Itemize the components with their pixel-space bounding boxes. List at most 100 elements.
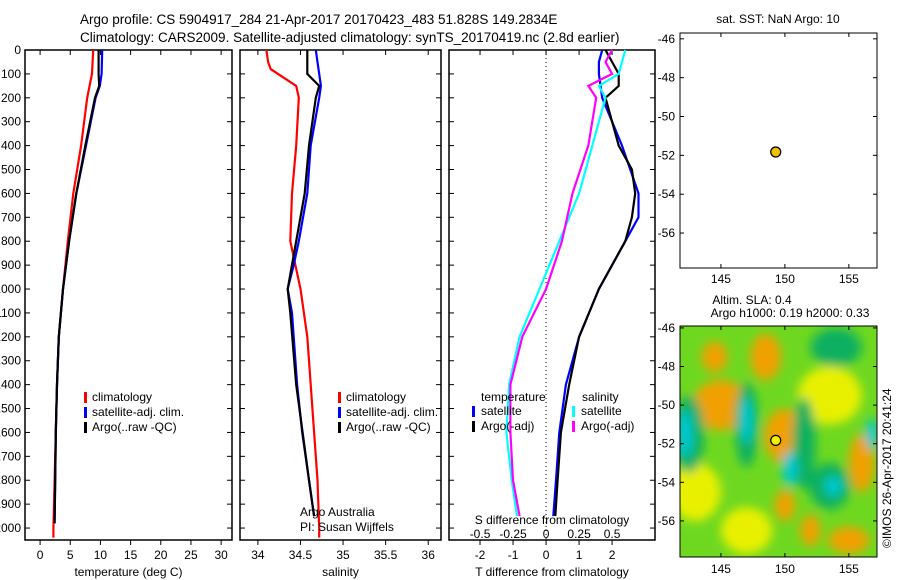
lat-tick-label: -54	[658, 187, 676, 201]
figure-title-line2: Climatology: CARS2009. Satellite-adjuste…	[80, 30, 620, 45]
heatmap-cell-high	[828, 526, 870, 554]
y-tick-label: 1700	[0, 449, 21, 463]
legend-label: satellite-adj. clim.	[346, 405, 438, 419]
legend-label: satellite-adj. clim.	[92, 405, 184, 419]
series-argo-raw-qc--line	[53, 50, 101, 524]
y-tick-label: 1400	[0, 378, 21, 392]
lon-tick-label: 145	[711, 562, 731, 576]
plot-frame	[24, 49, 233, 541]
x2-tick-label: 0	[543, 527, 550, 541]
sla-map-subtitle: Argo h1000: 0.19 h2000: 0.33	[711, 306, 870, 320]
series-satellite-line	[505, 49, 627, 517]
sst-map-title: sat. SST: NaN Argo: 10	[716, 12, 840, 26]
x-tick-label: 25	[184, 548, 198, 562]
x2-tick-label: -0.5	[470, 527, 491, 541]
x-tick-label: 20	[154, 548, 168, 562]
y-tick-label: 800	[1, 234, 21, 248]
x-tick-label: 35	[336, 548, 350, 562]
lat-tick-label: -56	[658, 226, 676, 240]
x-tick-label: 0	[543, 548, 550, 562]
x-tick-label: -1	[508, 548, 519, 562]
lat-tick-label: -54	[658, 475, 676, 489]
legend-swatch	[572, 421, 575, 432]
x-axis-label: T difference from climatology	[475, 565, 629, 579]
series-argo-adj--line	[509, 49, 614, 517]
sla-map: 145 150 155 -46 -48 -50 -52 -54 -56	[658, 321, 878, 576]
lon-tick-label: 150	[775, 562, 795, 576]
x-axis-label: temperature (deg C)	[74, 565, 182, 579]
legend-swatch	[472, 406, 475, 417]
figure-title-line1: Argo profile: CS 5904917_284 21-Apr-2017…	[80, 12, 557, 27]
imos-watermark: ©IMOS 26-Apr-2017 20:41:24	[880, 388, 894, 548]
y-tick-label: 2000	[0, 521, 21, 535]
lat-tick-label: -48	[658, 360, 676, 374]
legend-label: Argo(-adj)	[481, 419, 534, 433]
legend-label: climatology	[92, 390, 152, 404]
plot-frame	[448, 49, 656, 541]
x-tick-label: 30	[214, 548, 228, 562]
y-tick-label: 1600	[0, 425, 21, 439]
x-tick-label: 5	[67, 548, 74, 562]
plot-frame	[239, 49, 442, 541]
heatmap-cell-high	[774, 490, 796, 521]
y-tick-label: 1100	[0, 306, 21, 320]
y-tick-label: 700	[1, 210, 21, 224]
lat-tick-label: -46	[658, 321, 676, 335]
x-tick-label: 1	[576, 548, 583, 562]
y-tick-label: 1500	[0, 402, 21, 416]
lat-tick-label: -50	[658, 110, 676, 124]
credit-line2: PI: Susan Wijffels	[300, 520, 394, 534]
lat-tick-label: -46	[658, 32, 676, 46]
argo-float-position-marker	[770, 146, 782, 158]
y-tick-label: 1000	[0, 282, 21, 296]
x-tick-label: 36	[422, 548, 436, 562]
y-tick-label: 100	[1, 67, 21, 81]
difference-panel: -2 -1 0 1 2 T difference from climatology -0.5…	[448, 49, 656, 579]
legend-label: satellite	[581, 404, 622, 418]
lat-tick-label: -48	[658, 71, 676, 85]
lon-tick-label: 155	[839, 272, 859, 286]
legend-swatch	[572, 406, 575, 417]
x-tick-label: 34.5	[289, 548, 313, 562]
heatmap-cell-low	[740, 397, 753, 444]
legend-swatch	[84, 392, 87, 403]
legend-swatch	[84, 422, 87, 433]
y-tick-label: 1300	[0, 354, 21, 368]
legend-header: temperature	[481, 390, 546, 404]
legend-swatch	[338, 422, 341, 433]
x-tick-label: 10	[94, 548, 108, 562]
legend-header: salinity	[582, 390, 619, 404]
y-tick-label: 0	[14, 43, 21, 57]
legend-swatch	[84, 407, 87, 418]
y-tick-label: 1200	[0, 330, 21, 344]
sst-map: 145 150 155 -46 -48 -50 -52 -54 -56	[658, 32, 878, 286]
heatmap-cell-low	[782, 451, 798, 487]
lon-tick-label: 155	[839, 562, 859, 576]
x-axis-label: salinity	[322, 565, 359, 579]
heatmap-cell-high	[692, 380, 750, 431]
heatmap-cell-high	[848, 434, 875, 492]
series-satellite-line	[552, 49, 640, 517]
heatmap-cell-mid	[797, 366, 862, 425]
legend-label: climatology	[346, 390, 406, 404]
y-tick-label: 1900	[0, 497, 21, 511]
map-frame	[679, 325, 878, 558]
sla-map-title: Altim. SLA: 0.4	[712, 293, 792, 307]
lat-tick-label: -52	[658, 437, 676, 451]
temperature-panel: 0100200300400500600700800900100011001200…	[0, 43, 233, 579]
y-tick-label: 300	[1, 115, 21, 129]
lat-tick-label: -52	[658, 148, 676, 162]
legend-swatch	[338, 392, 341, 403]
heatmap-cell-low	[865, 418, 877, 450]
y-tick-label: 1800	[0, 473, 21, 487]
series-argo-adj--line	[554, 49, 637, 517]
series-argo-raw-qc--line	[286, 50, 321, 517]
x-tick-label: 34	[251, 548, 265, 562]
heatmap-cell-high	[800, 515, 821, 546]
legend-label: satellite	[481, 404, 522, 418]
lon-tick-label: 150	[775, 272, 795, 286]
legend-label: Argo(-adj)	[581, 419, 634, 433]
legend-label: Argo(..raw -QC)	[346, 420, 431, 434]
x2-axis-label: S difference from climatology	[475, 513, 630, 527]
